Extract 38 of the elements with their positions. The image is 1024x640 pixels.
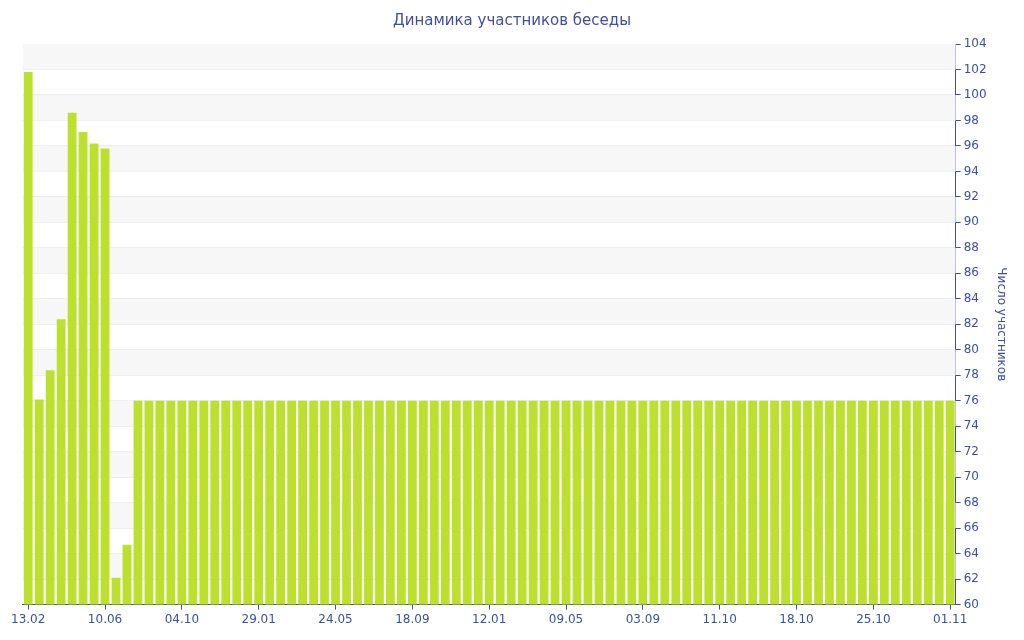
y-tick-label: 78 bbox=[963, 367, 979, 382]
y-tick-label: 76 bbox=[963, 392, 979, 407]
y-tick-label: 70 bbox=[963, 469, 979, 484]
y-tick-label: 82 bbox=[963, 316, 979, 331]
chart-title: Динамика участников беседы bbox=[392, 10, 632, 29]
y-tick-label: 68 bbox=[963, 494, 979, 509]
x-tick-label: 12.01 bbox=[472, 611, 507, 626]
y-tick-label: 62 bbox=[963, 571, 979, 586]
y-tick-label: 84 bbox=[963, 290, 979, 305]
x-tick-label: 04.10 bbox=[164, 611, 200, 626]
y-tick-label: 80 bbox=[963, 341, 979, 356]
y-tick-label: 100 bbox=[963, 87, 987, 102]
y-tick-label: 88 bbox=[963, 239, 979, 254]
y-tick-label: 94 bbox=[963, 163, 979, 178]
x-tick-label: 18.10 bbox=[779, 611, 814, 626]
y-tick-label: 98 bbox=[963, 112, 979, 127]
x-tick-label: 29.01 bbox=[241, 611, 276, 626]
y-tick-label: 104 bbox=[963, 36, 987, 51]
x-tick-label: 25.10 bbox=[856, 611, 891, 626]
x-tick-label: 03.09 bbox=[625, 611, 661, 626]
x-tick-label: 13.02 bbox=[11, 611, 46, 626]
x-tick-label: 10.06 bbox=[87, 611, 123, 626]
x-tick-label: 11.10 bbox=[702, 611, 737, 626]
y-tick-label: 66 bbox=[963, 520, 979, 535]
y-tick-label: 60 bbox=[963, 596, 979, 611]
y-axis-title: Число участников bbox=[994, 267, 1009, 382]
x-tick-label: 24.05 bbox=[318, 611, 353, 626]
y-tick-label: 72 bbox=[963, 443, 979, 458]
y-tick-label: 74 bbox=[963, 418, 979, 433]
x-tick-label: 09.05 bbox=[548, 611, 584, 626]
x-tick-label: 18.09 bbox=[395, 611, 430, 626]
x-tick-label: 01.11 bbox=[933, 611, 968, 626]
y-tick-label: 102 bbox=[963, 61, 987, 76]
y-tick-label: 90 bbox=[963, 214, 979, 229]
y-tick-label: 86 bbox=[963, 265, 979, 280]
y-tick-label: 92 bbox=[963, 189, 979, 204]
y-tick-label: 96 bbox=[963, 138, 979, 153]
y-tick-label: 64 bbox=[963, 545, 979, 560]
